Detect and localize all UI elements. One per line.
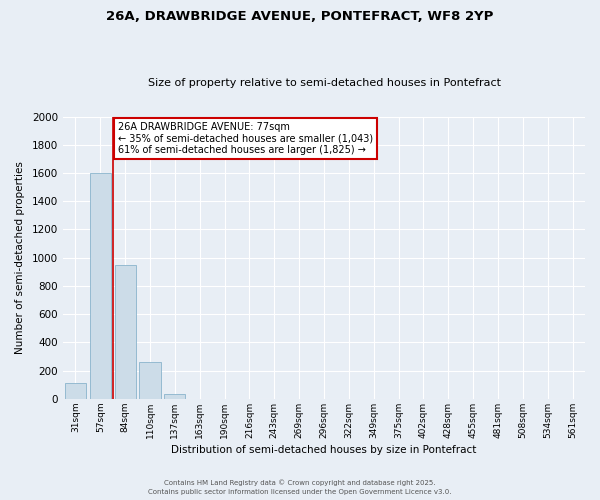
Text: 26A DRAWBRIDGE AVENUE: 77sqm
← 35% of semi-detached houses are smaller (1,043)
6: 26A DRAWBRIDGE AVENUE: 77sqm ← 35% of se…	[118, 122, 373, 156]
Bar	[90, 173, 111, 399]
Bar	[65, 384, 86, 399]
Bar	[139, 362, 161, 399]
Bar	[115, 265, 136, 399]
X-axis label: Distribution of semi-detached houses by size in Pontefract: Distribution of semi-detached houses by …	[172, 445, 477, 455]
Y-axis label: Number of semi-detached properties: Number of semi-detached properties	[15, 162, 25, 354]
Title: Size of property relative to semi-detached houses in Pontefract: Size of property relative to semi-detach…	[148, 78, 500, 88]
Bar	[164, 394, 185, 399]
Text: 26A, DRAWBRIDGE AVENUE, PONTEFRACT, WF8 2YP: 26A, DRAWBRIDGE AVENUE, PONTEFRACT, WF8 …	[106, 10, 494, 23]
Text: Contains HM Land Registry data © Crown copyright and database right 2025.
Contai: Contains HM Land Registry data © Crown c…	[148, 480, 452, 495]
